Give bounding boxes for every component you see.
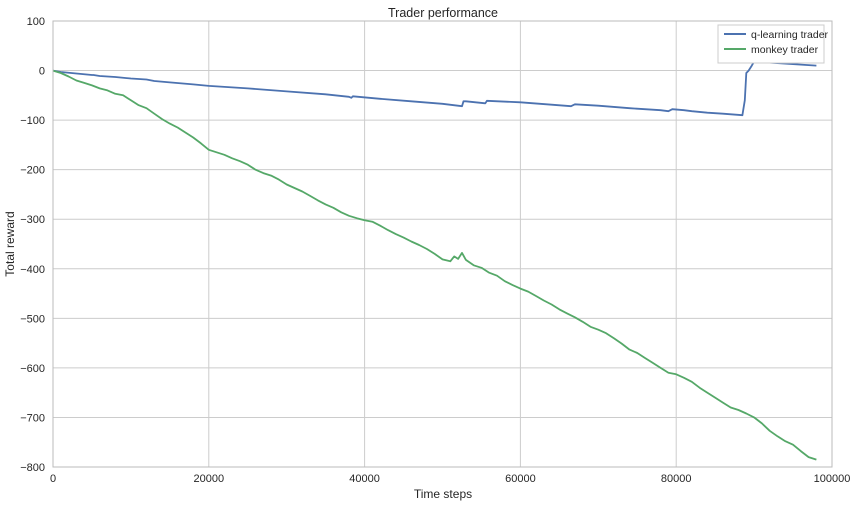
x-tick-label: 20000	[194, 473, 225, 485]
legend-box	[717, 24, 825, 64]
plot-frame	[52, 20, 833, 468]
plot-area	[53, 21, 832, 467]
y-axis-title: Total reward	[3, 211, 17, 276]
x-tick-label: 40000	[349, 473, 380, 485]
y-tick-label: −700	[20, 412, 45, 424]
x-tick-label: 80000	[661, 473, 692, 485]
legend: q-learning trader monkey trader	[717, 24, 829, 64]
series-line-q-learning-trader	[52, 60, 817, 117]
y-tick-label: −200	[20, 165, 45, 177]
y-tick-label: −100	[20, 115, 45, 127]
x-axis-ticks: 0 20000 40000 60000 80000 100000	[50, 473, 850, 485]
series-line-monkey-trader	[52, 69, 817, 461]
y-tick-label: −800	[20, 462, 45, 474]
y-axis-ticks: −800 −700 −600 −500 −400 −300 −200 −100 0 100	[20, 16, 45, 474]
y-tick-label: −400	[20, 264, 45, 276]
plot-border	[52, 20, 833, 468]
chart-title: Trader performance	[388, 6, 498, 20]
legend-label-q-learning: q-learning trader	[751, 29, 829, 41]
y-tick-label: −600	[20, 363, 45, 375]
series-layer	[52, 60, 817, 461]
y-tick-label: 0	[39, 66, 45, 78]
x-tick-label: 0	[50, 473, 56, 485]
plot-background	[53, 21, 832, 467]
y-tick-label: −300	[20, 214, 45, 226]
y-tick-label: −500	[20, 313, 45, 325]
y-tick-label: 100	[27, 16, 45, 28]
x-tick-label: 100000	[814, 473, 851, 485]
x-axis-title: Time steps	[414, 487, 472, 501]
legend-label-monkey: monkey trader	[751, 44, 819, 56]
x-tick-label: 60000	[505, 473, 536, 485]
